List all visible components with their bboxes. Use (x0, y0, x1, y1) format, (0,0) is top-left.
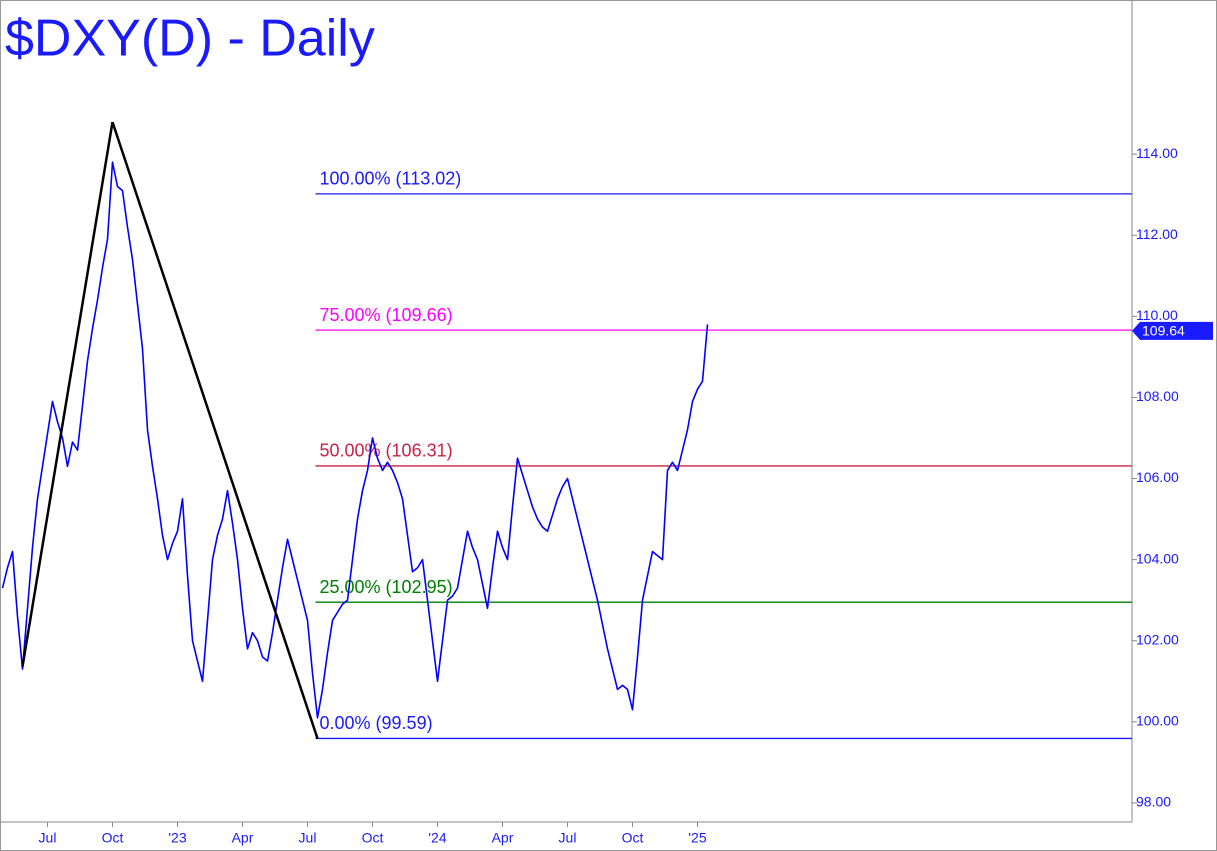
fib-label: 100.00% (113.02) (320, 169, 462, 189)
x-tick-label: Jul (559, 830, 577, 846)
x-tick-label: Apr (492, 830, 514, 846)
pattern-line (21, 121, 114, 667)
last-value-label: 109.64 (1142, 323, 1185, 339)
x-tick-label: Jul (299, 830, 317, 846)
price-line (1, 161, 709, 719)
fib-label: 25.00% (102.95) (320, 577, 453, 597)
fib-label: 50.00% (106.31) (320, 441, 453, 461)
y-tick-label: 106.00 (1136, 469, 1179, 485)
x-tick-label: '25 (688, 830, 706, 846)
x-tick-label: '24 (428, 830, 446, 846)
y-tick-label: 108.00 (1136, 388, 1179, 404)
pattern-line (111, 121, 319, 739)
x-tick-label: '23 (168, 830, 186, 846)
y-tick-label: 104.00 (1136, 550, 1179, 566)
y-tick-label: 98.00 (1136, 794, 1171, 810)
fib-label: 0.00% (99.59) (320, 713, 433, 733)
y-tick-label: 100.00 (1136, 713, 1179, 729)
x-tick-label: Oct (102, 830, 124, 846)
x-tick-label: Apr (232, 830, 254, 846)
x-tick-label: Jul (39, 830, 57, 846)
x-tick-label: Oct (362, 830, 384, 846)
y-tick-label: 110.00 (1136, 307, 1178, 323)
y-tick-label: 114.00 (1136, 145, 1178, 161)
y-tick-label: 102.00 (1136, 631, 1179, 647)
x-tick-label: Oct (622, 830, 644, 846)
chart-title: $DXY(D) - Daily (5, 10, 375, 68)
last-value-tag (1132, 321, 1213, 340)
fib-label: 75.00% (109.66) (320, 305, 453, 325)
y-tick-label: 112.00 (1136, 226, 1178, 242)
